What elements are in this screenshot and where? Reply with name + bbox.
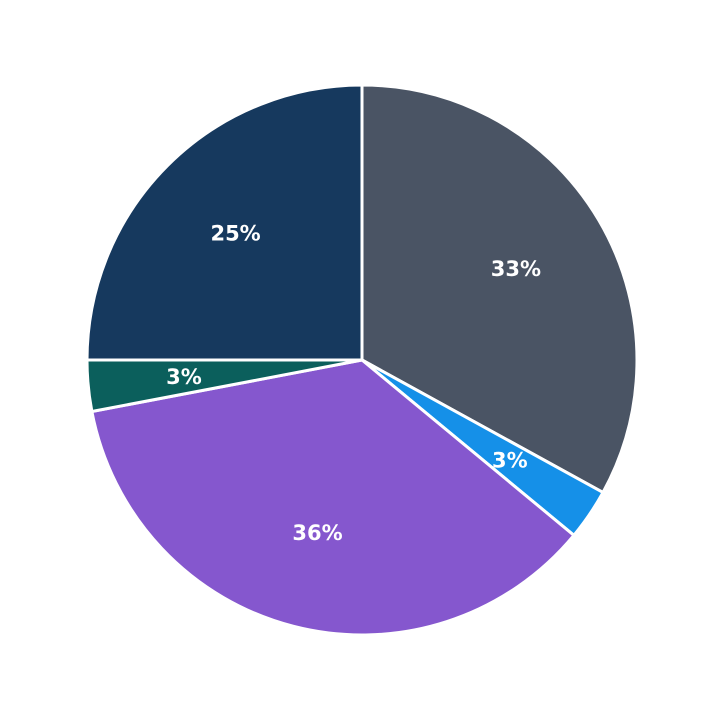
pie-slice-0 xyxy=(360,83,639,494)
pie-slice-4 xyxy=(85,83,364,362)
pie-slice-2 xyxy=(90,358,576,637)
